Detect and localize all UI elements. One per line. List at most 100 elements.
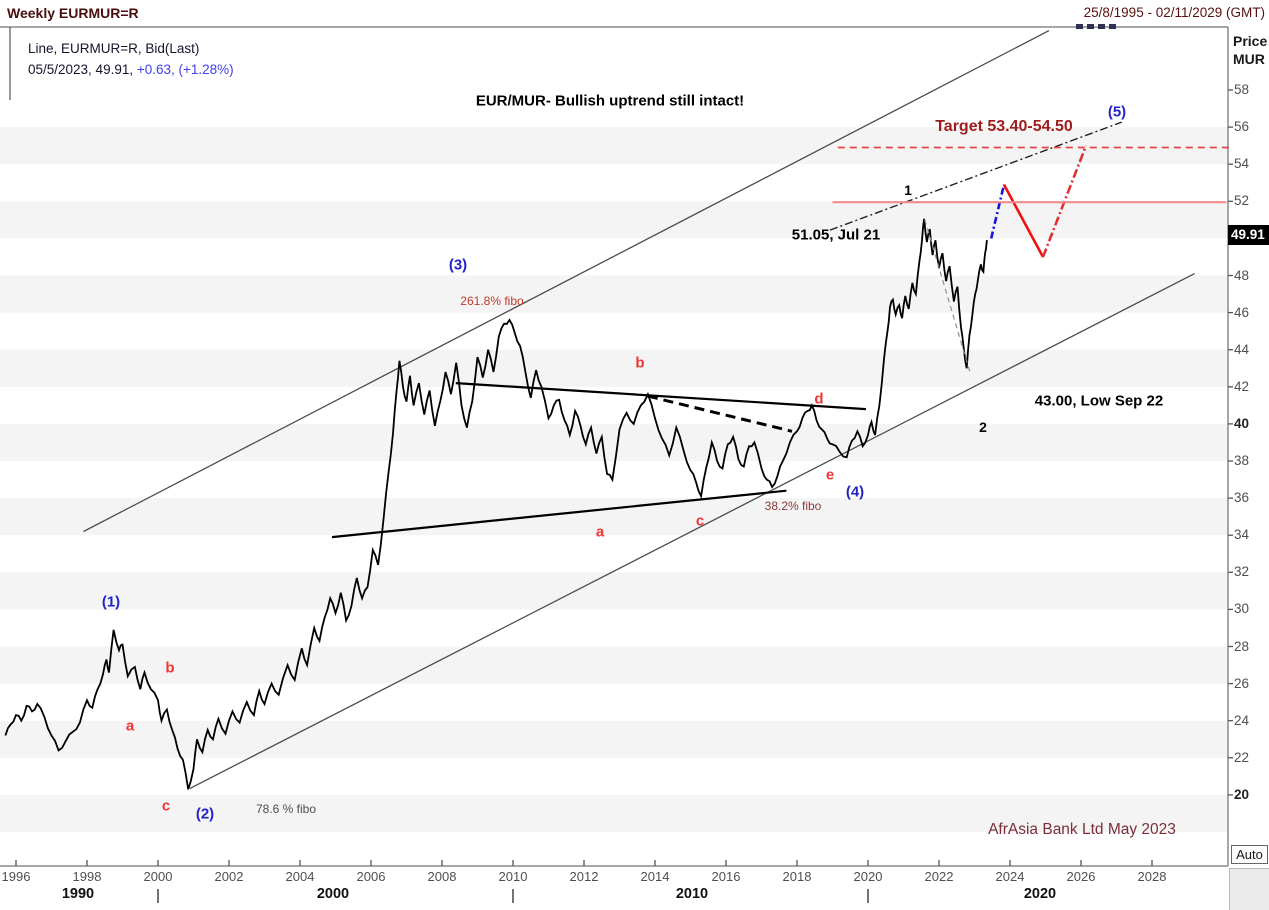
upper-channel-line (83, 30, 1050, 533)
wave-4-label: (4) (845, 483, 865, 501)
letter-a-cycle1: a (125, 717, 135, 735)
price-tick-label: 20 (1234, 786, 1250, 802)
price-tick-label: 30 (1234, 601, 1250, 617)
price-axis-title-line2: MUR (1233, 51, 1265, 67)
year-label: 2018 (782, 869, 812, 884)
clipped-annotation-fragment (1087, 24, 1094, 29)
price-band (0, 423, 1228, 461)
letter-b-cycle1: b (165, 659, 175, 677)
price-tick-label: 44 (1234, 341, 1250, 357)
fibo-2618-label: 261.8% fibo (460, 294, 524, 308)
price-band (0, 127, 1228, 165)
price-band (0, 794, 1228, 832)
year-label: 2016 (711, 869, 741, 884)
letter-d: d (814, 390, 824, 408)
blue-projection-dashdot (989, 184, 1006, 239)
legend-quote-date-price: 05/5/2023, 49.91, (28, 62, 134, 77)
lower-channel-line (189, 273, 1195, 789)
price-axis-title-line1: Price (1233, 33, 1268, 49)
year-label: 2004 (285, 869, 315, 884)
price-tick-label: 22 (1234, 749, 1250, 765)
year-label: 2008 (427, 869, 457, 884)
letter-e: e (825, 466, 835, 484)
dashdot-trendline-to-wave5 (829, 121, 1123, 231)
price-band (0, 275, 1228, 313)
year-label: 2028 (1137, 869, 1167, 884)
letter-a-cycle2: a (595, 523, 605, 541)
year-label: 2010 (498, 869, 528, 884)
price-tick-label: 42 (1234, 378, 1250, 394)
window-title: Weekly EURMUR=R (7, 5, 139, 21)
triangle-upper-line-b-d (455, 382, 866, 411)
price-band (0, 498, 1228, 536)
fibo-382-label: 38.2% fibo (764, 499, 822, 513)
year-label: 1996 (1, 869, 31, 884)
decade-label: 2000 (316, 886, 350, 902)
minor-wave-1: 1 (904, 182, 912, 198)
price-tick-label: 46 (1234, 304, 1250, 320)
year-label: 2000 (143, 869, 173, 884)
letter-b-cycle2: b (635, 354, 645, 372)
price-band (0, 720, 1228, 758)
minor-wave-2: 2 (979, 419, 987, 435)
wave-3-label: (3) (448, 256, 468, 274)
price-tick-label: 58 (1234, 82, 1250, 97)
low-note: 43.00, Low Sep 22 (1034, 392, 1164, 410)
year-label: 1998 (72, 869, 102, 884)
last-price-badge: 49.91 (1228, 225, 1269, 245)
price-tick-label: 36 (1234, 490, 1250, 506)
legend-quote-change: +0.63, (+1.28%) (133, 62, 234, 77)
chart-note-title: EUR/MUR- Bullish uptrend still intact! (475, 92, 745, 110)
letter-c-cycle2: c (695, 512, 705, 530)
wave-1-label: (1) (101, 593, 121, 611)
price-tick-label: 56 (1234, 119, 1250, 135)
legend-quote-line: 05/5/2023, 49.91, +0.63, (+1.28%) (28, 59, 234, 80)
year-label: 2012 (569, 869, 599, 884)
triangle-lower-line-a-c (331, 489, 787, 539)
scrollbar-corner (1229, 868, 1269, 910)
date-range-label: 25/8/1995 - 02/11/2029 (GMT) (1083, 5, 1265, 20)
price-band (0, 572, 1228, 610)
red-projection-down (1002, 183, 1045, 258)
price-tick-label: 24 (1234, 712, 1250, 728)
wave-2-label: (2) (195, 805, 215, 823)
clipped-annotation-fragment (1098, 24, 1105, 29)
price-tick-label: 38 (1234, 453, 1250, 468)
year-label: 2022 (924, 869, 954, 884)
bold-dashed-line (647, 394, 793, 433)
decade-label: 2010 (675, 886, 709, 902)
price-band (0, 349, 1228, 387)
price-axis-title: Price MUR (1233, 32, 1267, 68)
year-label: 2026 (1066, 869, 1096, 884)
series-legend: Line, EURMUR=R, Bid(Last) 05/5/2023, 49.… (28, 38, 234, 80)
wave-5-label: (5) (1107, 103, 1127, 121)
price-band (0, 201, 1228, 239)
price-tick-label: 40 (1234, 415, 1250, 431)
price-tick-label: 28 (1234, 638, 1250, 654)
year-label: 2002 (214, 869, 244, 884)
peak-note: 51.05, Jul 21 (791, 226, 881, 244)
price-tick-label: 26 (1234, 675, 1250, 691)
legend-series-line: Line, EURMUR=R, Bid(Last) (28, 41, 200, 56)
price-tick-label: 34 (1234, 527, 1250, 543)
price-band (0, 646, 1228, 684)
clipped-annotation-fragment (1109, 24, 1116, 29)
price-tick-label: 32 (1234, 564, 1250, 580)
decade-label: 2020 (1023, 886, 1057, 902)
price-tick-label: 54 (1234, 156, 1250, 172)
decade-label: 1990 (61, 886, 95, 902)
clipped-annotation-fragment (1076, 24, 1083, 29)
credit-label: AfrAsia Bank Ltd May 2023 (988, 821, 1176, 838)
year-label: 2014 (640, 869, 670, 884)
price-tick-label: 52 (1234, 193, 1250, 209)
letter-c-cycle1: c (161, 797, 171, 815)
target-label: Target 53.40-54.50 (935, 118, 1073, 135)
fibo-786-label: 78.6 % fibo (255, 802, 317, 816)
price-line-eurmur (4, 218, 988, 790)
year-label: 2024 (995, 869, 1025, 884)
price-tick-label: 48 (1234, 267, 1250, 283)
year-label: 2020 (853, 869, 883, 884)
auto-scale-button[interactable]: Auto (1231, 845, 1268, 864)
